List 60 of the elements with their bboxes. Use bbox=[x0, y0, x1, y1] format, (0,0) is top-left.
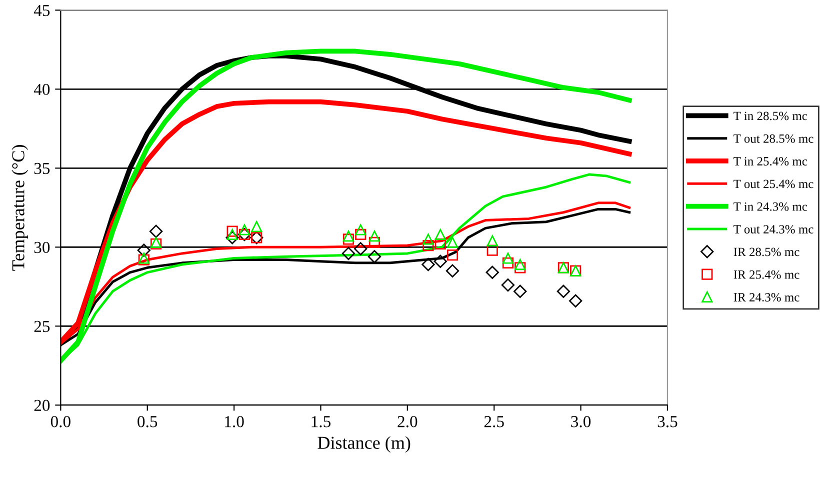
point bbox=[556, 284, 570, 298]
point bbox=[137, 244, 150, 257]
point bbox=[342, 230, 354, 242]
legend-label: T in 25.4% mc bbox=[734, 157, 808, 166]
legend-label: T out 24.3% mc bbox=[734, 225, 814, 234]
x-tick-label: 2.5 bbox=[484, 416, 504, 428]
y-tick-label: 40 bbox=[34, 84, 50, 96]
point bbox=[355, 224, 366, 236]
y-tick-label: 25 bbox=[34, 320, 50, 332]
point bbox=[368, 250, 382, 264]
point bbox=[422, 234, 434, 245]
y-tick-label: 45 bbox=[34, 4, 50, 16]
point bbox=[486, 235, 498, 246]
x-tick-label: 0.5 bbox=[138, 416, 158, 428]
x-tick-label: 1.5 bbox=[312, 416, 331, 428]
point bbox=[514, 262, 526, 274]
point bbox=[149, 224, 163, 238]
point bbox=[354, 242, 368, 256]
point bbox=[251, 221, 262, 232]
point bbox=[368, 230, 380, 242]
x-tick-label: 0.0 bbox=[50, 416, 70, 428]
point bbox=[238, 224, 250, 236]
legend-label: IR 25.4% mc bbox=[734, 270, 800, 279]
point bbox=[422, 240, 434, 252]
x-axis-title: Distance (m) bbox=[318, 436, 410, 453]
point bbox=[226, 231, 239, 244]
point bbox=[501, 278, 515, 292]
point bbox=[514, 258, 526, 270]
x-tick-label: 1.0 bbox=[225, 416, 244, 428]
legend-label: IR 24.3% mc bbox=[734, 293, 800, 302]
legend-label: IR 28.5% mc bbox=[734, 248, 800, 256]
point bbox=[342, 234, 354, 245]
point bbox=[355, 228, 366, 240]
point bbox=[446, 249, 458, 261]
point bbox=[446, 264, 460, 278]
legend-label: T out 28.5% mc bbox=[734, 134, 814, 143]
x-tick-label: 3.5 bbox=[658, 416, 678, 428]
point bbox=[486, 244, 498, 256]
x-tick-label: 3.0 bbox=[571, 416, 591, 428]
point bbox=[368, 236, 380, 248]
legend-label: T out 25.4% mc bbox=[734, 180, 814, 188]
y-tick-label: 35 bbox=[34, 162, 50, 174]
y-axis-title: Temperature (°C) bbox=[12, 145, 28, 271]
point bbox=[422, 258, 435, 272]
y-tick-label: 20 bbox=[34, 400, 50, 412]
point bbox=[226, 226, 238, 237]
point bbox=[486, 266, 499, 279]
y-tick-label: 30 bbox=[34, 242, 50, 254]
point bbox=[434, 228, 446, 240]
point bbox=[446, 236, 458, 248]
point bbox=[502, 252, 514, 264]
point bbox=[569, 294, 582, 308]
x-tick-label: 2.0 bbox=[398, 416, 418, 428]
legend-label: T in 24.3% mc bbox=[734, 202, 808, 211]
point bbox=[434, 254, 447, 268]
point bbox=[514, 284, 527, 298]
point bbox=[226, 228, 238, 240]
legend-label: T in 28.5% mc bbox=[734, 112, 808, 120]
point bbox=[342, 246, 356, 260]
point bbox=[502, 257, 514, 268]
